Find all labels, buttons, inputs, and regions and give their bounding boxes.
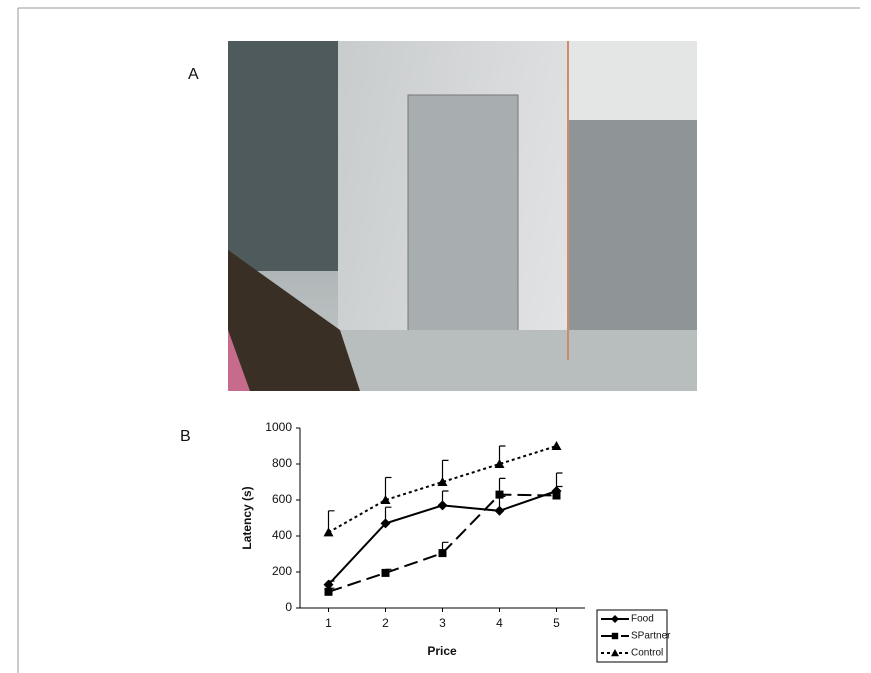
marker bbox=[494, 505, 505, 516]
panel-label: A bbox=[188, 66, 199, 83]
y-axis-title: Latency (s) bbox=[240, 486, 254, 549]
y-tick-label: 0 bbox=[285, 600, 292, 614]
tank-right bbox=[568, 120, 697, 330]
marker bbox=[323, 527, 334, 537]
marker bbox=[611, 615, 619, 623]
marker bbox=[380, 495, 391, 504]
marker bbox=[552, 491, 561, 500]
x-tick-label: 1 bbox=[325, 616, 332, 630]
marker bbox=[381, 568, 390, 577]
tank-left bbox=[228, 41, 338, 271]
y-tick-label: 400 bbox=[272, 528, 292, 542]
tank-right-top bbox=[568, 41, 697, 120]
marker bbox=[551, 441, 562, 450]
x-axis-title: Price bbox=[427, 644, 457, 658]
door bbox=[407, 94, 519, 336]
pink-edge bbox=[228, 330, 250, 391]
legend-label: SPartner bbox=[631, 631, 671, 642]
marker bbox=[438, 549, 447, 558]
legend-label: Food bbox=[631, 614, 654, 625]
marker bbox=[494, 459, 505, 468]
series-line bbox=[328, 445, 557, 534]
marker bbox=[437, 477, 448, 486]
photo bbox=[228, 41, 697, 391]
marker bbox=[611, 632, 619, 640]
legend-label: Control bbox=[631, 648, 663, 659]
frame-edge bbox=[228, 250, 360, 391]
gravel bbox=[340, 330, 697, 391]
x-tick-label: 3 bbox=[439, 616, 446, 630]
marker bbox=[495, 490, 504, 499]
y-tick-label: 800 bbox=[272, 456, 292, 470]
x-tick-label: 2 bbox=[382, 616, 389, 630]
panel-label: B bbox=[180, 428, 191, 445]
marker bbox=[324, 587, 333, 596]
y-tick-label: 200 bbox=[272, 564, 292, 578]
y-tick-label: 600 bbox=[272, 492, 292, 506]
y-tick-label: 1000 bbox=[265, 420, 292, 434]
marker bbox=[437, 500, 448, 511]
marker bbox=[323, 579, 334, 590]
marker bbox=[611, 649, 619, 657]
x-tick-label: 5 bbox=[553, 616, 560, 630]
marker bbox=[380, 518, 391, 529]
x-tick-label: 4 bbox=[496, 616, 503, 630]
